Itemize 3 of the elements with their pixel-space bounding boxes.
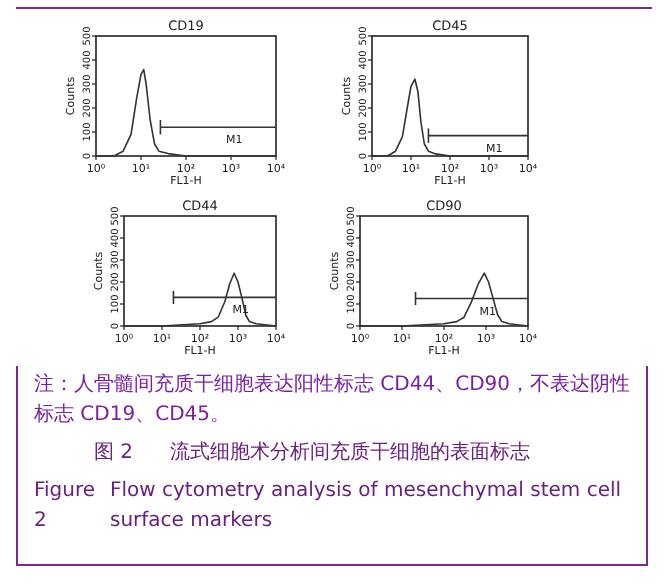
text: Figure 2 Flow cytometry analysis of mesenchymal stem cell surface markers [34,480,622,532]
text: 注：人骨髓间充质干细胞表达阳性标志 CD44、CD90，不表达阴性标志 CD19、CD45。 [34,371,630,430]
text: 图 2 流式细胞术分析间充质干细胞的表面标志 [94,442,530,464]
